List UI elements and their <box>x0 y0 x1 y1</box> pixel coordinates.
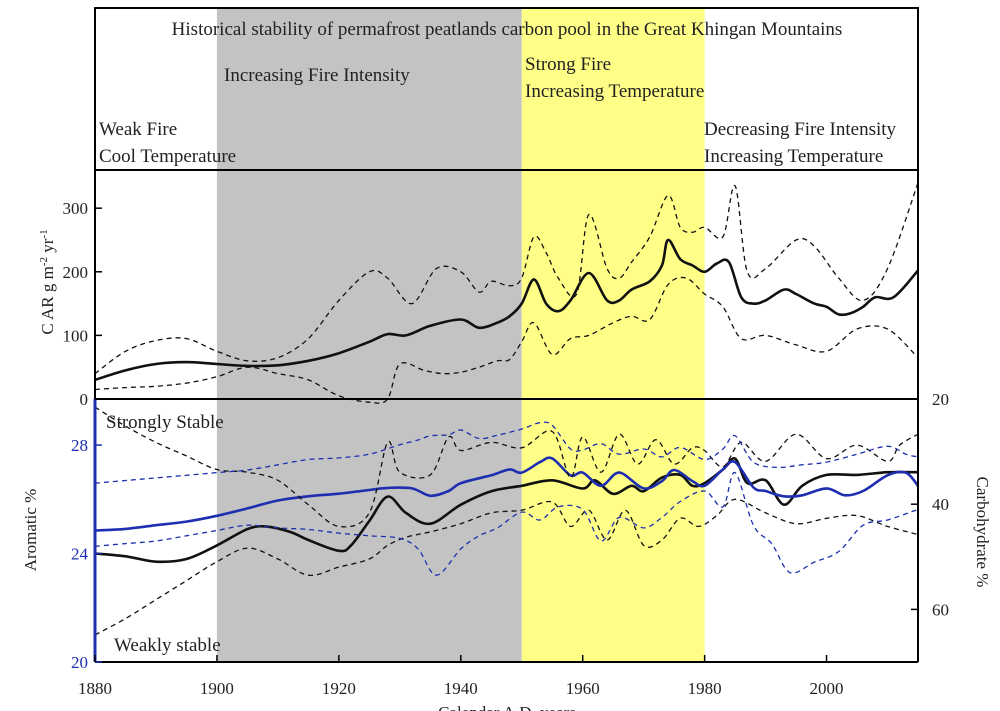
bottom-series <box>94 406 920 636</box>
x-tick-label: 1880 <box>78 679 112 698</box>
car-y-tick-label: 200 <box>63 263 89 282</box>
aromatic-upper-line <box>94 406 919 528</box>
panel-title: Historical stability of permafrost peatl… <box>172 19 843 40</box>
carbohydrate-lower-line <box>94 471 919 576</box>
x-tick-label: 1940 <box>444 679 478 698</box>
aromatic-y-tick-label: 20 <box>71 653 88 672</box>
aromatic-y-tick-label: 28 <box>71 436 88 455</box>
period-2-label: Increasing Fire Intensity <box>224 65 410 86</box>
car-y-axis-ticks: 0 100 200 300 <box>63 199 102 409</box>
aromatic-y-tick-label: 24 <box>71 545 89 564</box>
period-band-2 <box>216 8 522 662</box>
aromatic-axis-title: Aromatic % <box>21 489 40 572</box>
period-shading <box>216 8 705 662</box>
car-y-tick-label: 0 <box>80 390 89 409</box>
car-upper-line <box>94 182 919 375</box>
period-3-label-line-1: Strong Fire <box>525 54 611 75</box>
car-y-tick-label: 300 <box>63 199 89 218</box>
x-tick-label: 1980 <box>688 679 722 698</box>
strongly-stable-label: Strongly Stable <box>106 412 224 433</box>
car-y-tick-label: 100 <box>63 326 89 345</box>
bottom-axis-ticks: 20 24 28 20 40 60 1880 1900 1920 1940 1960 1980 2000 <box>71 390 949 698</box>
carbohydrate-upper-line <box>94 421 919 484</box>
car-series <box>94 182 919 404</box>
carbohydrate-y-tick-label: 40 <box>932 495 949 514</box>
aromatic-carbohydrate-panel: 20 24 28 20 40 60 1880 1900 1920 1940 1960 1980 2000… <box>21 390 992 711</box>
weakly-stable-label: Weakly stable <box>114 635 221 656</box>
period-1-label-line-1: Weak Fire <box>99 119 177 140</box>
period-1-label-line-2: Cool Temperature <box>99 146 236 167</box>
x-tick-label: 1920 <box>322 679 356 698</box>
period-band-3 <box>521 8 705 662</box>
carbohydrate-y-tick-label: 60 <box>932 600 949 619</box>
carbohydrate-y-tick-label: 20 <box>932 390 949 409</box>
car-y-axis-title: C AR g m-2 yr-1 <box>38 229 57 334</box>
x-tick-label: 2000 <box>810 679 844 698</box>
annotation-panel: Historical stability of permafrost peatl… <box>94 7 919 171</box>
x-axis-title: Calendar A.D. years <box>438 703 576 711</box>
x-tick-label: 1900 <box>200 679 234 698</box>
period-3-label-line-2: Increasing Temperature <box>525 81 704 102</box>
x-tick-label: 1960 <box>566 679 600 698</box>
aromatic-lower-line <box>94 498 919 636</box>
carbohydrate-axis-title: Carbohydrate % <box>973 477 992 588</box>
period-4-label-line-2: Increasing Temperature <box>704 146 883 167</box>
period-4-label-line-1: Decreasing Fire Intensity <box>704 119 897 140</box>
car-mean-line <box>94 238 919 382</box>
